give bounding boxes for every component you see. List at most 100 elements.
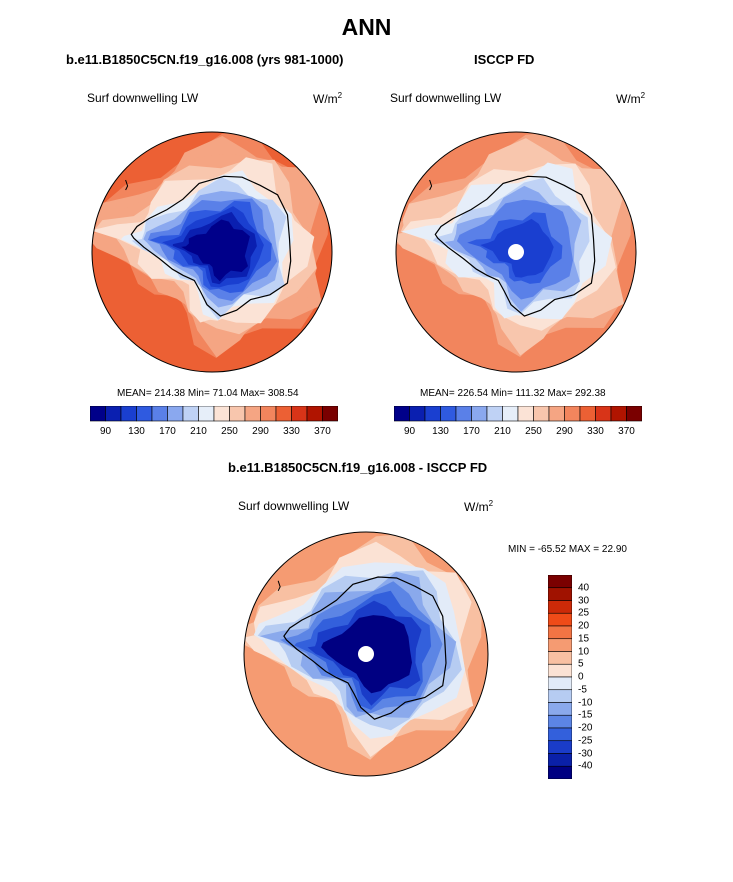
colorbar-swatch — [610, 406, 627, 422]
panel-3-colorbar — [548, 575, 572, 779]
panel-3-case-title: b.e11.B1850C5CN.f19_g16.008 - ISCCP FD — [228, 460, 488, 475]
colorbar-swatch — [548, 587, 572, 601]
colorbar-tick-label: 370 — [618, 426, 635, 437]
colorbar-swatch — [306, 406, 323, 422]
colorbar-swatch — [291, 406, 308, 422]
colorbar-swatch — [455, 406, 472, 422]
colorbar-swatch — [533, 406, 550, 422]
colorbar-swatch — [548, 727, 572, 742]
panel-2-colorbar-ticks: 90 130 170 210 250 290 330 370 — [394, 426, 642, 440]
pole-hole — [358, 646, 374, 662]
colorbar-swatch — [229, 406, 246, 422]
colorbar-swatch — [244, 406, 261, 422]
colorbar-swatch — [151, 406, 168, 422]
colorbar-swatch — [548, 714, 572, 729]
colorbar-swatch — [502, 406, 519, 422]
colorbar-tick-label: 130 — [432, 426, 449, 437]
colorbar-tick-label: 250 — [221, 426, 238, 437]
panel-3-stats: MIN = -65.52 MAX = 22.90 — [508, 544, 627, 555]
colorbar-swatch — [90, 406, 106, 422]
colorbar-swatch — [409, 406, 426, 422]
panel-2-variable-label: Surf downwelling LW — [390, 91, 502, 105]
colorbar-swatch — [120, 406, 137, 422]
colorbar-tick-label: 290 — [556, 426, 573, 437]
colorbar-swatch — [548, 676, 572, 691]
colorbar-tick-label: 130 — [128, 426, 145, 437]
colorbar-tick-label: 330 — [587, 426, 604, 437]
colorbar-tick-label: 10 — [578, 646, 590, 657]
colorbar-swatch — [182, 406, 199, 422]
pole-hole — [508, 244, 524, 260]
map-border — [243, 531, 489, 777]
panel-1-units: W/m2 — [313, 91, 343, 106]
map-border — [395, 131, 637, 373]
colorbar-swatch — [579, 406, 596, 422]
colorbar-tick-label: 210 — [190, 426, 207, 437]
colorbar-tick-label: 20 — [578, 620, 590, 632]
colorbar-tick-label: 290 — [252, 426, 269, 437]
colorbar-swatch — [548, 625, 572, 640]
panel-2-case-title: ISCCP FD — [474, 52, 535, 67]
colorbar-swatch — [394, 406, 410, 422]
colorbar-swatch — [548, 663, 572, 678]
panel-2-units: W/m2 — [616, 91, 646, 106]
panel-3-units: W/m2 — [464, 499, 494, 514]
panel-2-colorbar — [394, 406, 642, 422]
colorbar-swatch — [548, 753, 572, 767]
colorbar-tick-label: -25 — [578, 735, 593, 747]
colorbar-swatch — [136, 406, 153, 422]
colorbar-tick-label: 170 — [159, 426, 176, 437]
coastline — [130, 175, 292, 317]
coastline — [434, 175, 596, 317]
colorbar-tick-label: -40 — [578, 760, 593, 772]
colorbar-tick-label: -20 — [578, 722, 593, 734]
panel-1-variable-label: Surf downwelling LW — [87, 91, 199, 105]
colorbar-swatch — [213, 406, 230, 422]
colorbar-swatch — [548, 689, 572, 703]
colorbar-swatch — [595, 406, 612, 422]
island-outline — [125, 179, 129, 191]
colorbar-swatch — [471, 406, 488, 422]
colorbar-tick-label: 30 — [578, 595, 590, 606]
field-level — [181, 219, 250, 282]
colorbar-swatch — [626, 406, 642, 422]
coastline — [283, 576, 447, 720]
island-outline — [277, 580, 281, 592]
colorbar-swatch — [548, 575, 572, 589]
colorbar-swatch — [548, 765, 572, 779]
panel-1-colorbar-ticks: 90 130 170 210 250 290 330 370 — [90, 426, 338, 440]
colorbar-swatch — [440, 406, 457, 422]
colorbar-swatch — [548, 740, 572, 754]
panel-2-map — [395, 131, 637, 373]
main-title: ANN — [341, 14, 392, 40]
panel-1-colorbar — [90, 406, 338, 422]
colorbar-swatch — [517, 406, 534, 422]
panel-1-map — [91, 131, 333, 373]
colorbar-tick-label: -5 — [578, 684, 587, 696]
colorbar-tick-label: 330 — [283, 426, 300, 437]
colorbar-tick-label: 0 — [578, 671, 584, 683]
colorbar-swatch — [275, 406, 292, 422]
colorbar-tick-label: 170 — [463, 426, 480, 437]
colorbar-tick-label: 210 — [494, 426, 511, 437]
colorbar-swatch — [322, 406, 338, 422]
colorbar-tick-label: 25 — [578, 607, 590, 619]
colorbar-tick-label: 15 — [578, 633, 590, 645]
colorbar-swatch — [548, 600, 572, 614]
colorbar-tick-label: 40 — [578, 582, 590, 594]
colorbar-swatch — [486, 406, 503, 422]
colorbar-swatch — [424, 406, 441, 422]
panel-1-stats: MEAN= 214.38 Min= 71.04 Max= 308.54 — [117, 388, 299, 399]
colorbar-tick-label: 5 — [578, 658, 584, 670]
colorbar-swatch — [105, 406, 122, 422]
colorbar-swatch — [564, 406, 581, 422]
colorbar-tick-label: -30 — [578, 748, 593, 759]
colorbar-swatch — [167, 406, 184, 422]
panel-3-map — [243, 531, 489, 777]
colorbar-swatch — [548, 651, 572, 665]
panel-2-stats: MEAN= 226.54 Min= 111.32 Max= 292.38 — [420, 388, 606, 399]
colorbar-tick-label: -10 — [578, 697, 593, 708]
colorbar-swatch — [548, 612, 572, 627]
colorbar-tick-label: 90 — [99, 426, 112, 437]
colorbar-swatch — [198, 406, 215, 422]
